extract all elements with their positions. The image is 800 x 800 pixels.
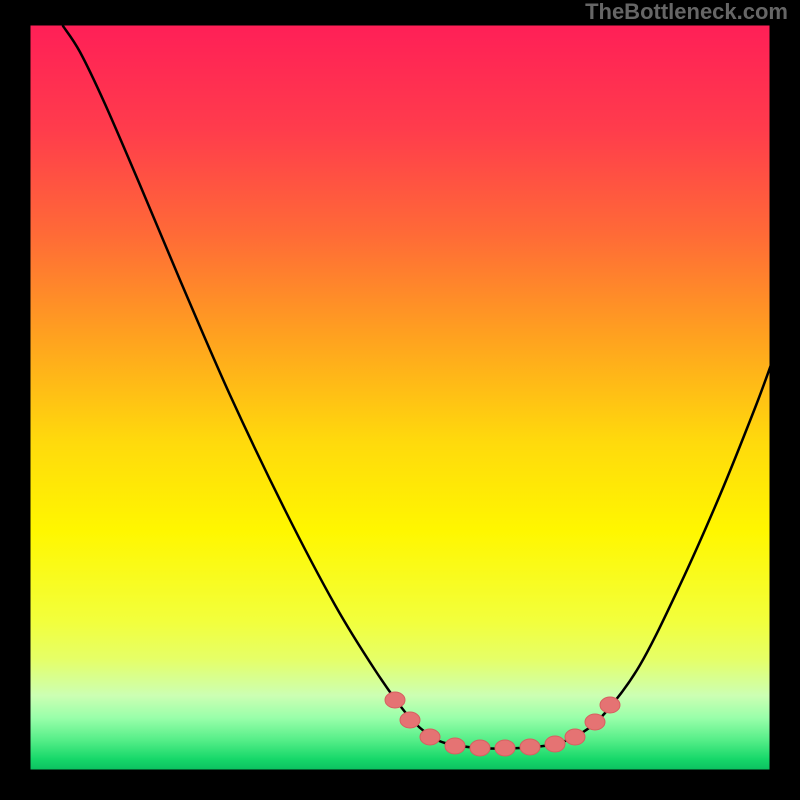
marker-dot [565, 729, 585, 745]
marker-dot [420, 729, 440, 745]
marker-dot [445, 738, 465, 754]
watermark-text: TheBottleneck.com [585, 0, 788, 24]
marker-dot [495, 740, 515, 756]
marker-dot [385, 692, 405, 708]
marker-dot [600, 697, 620, 713]
bottleneck-chart: TheBottleneck.com [0, 0, 800, 800]
marker-dot [585, 714, 605, 730]
marker-dot [520, 739, 540, 755]
plot-area [30, 25, 770, 770]
marker-dot [400, 712, 420, 728]
marker-dot [545, 736, 565, 752]
marker-dot [470, 740, 490, 756]
